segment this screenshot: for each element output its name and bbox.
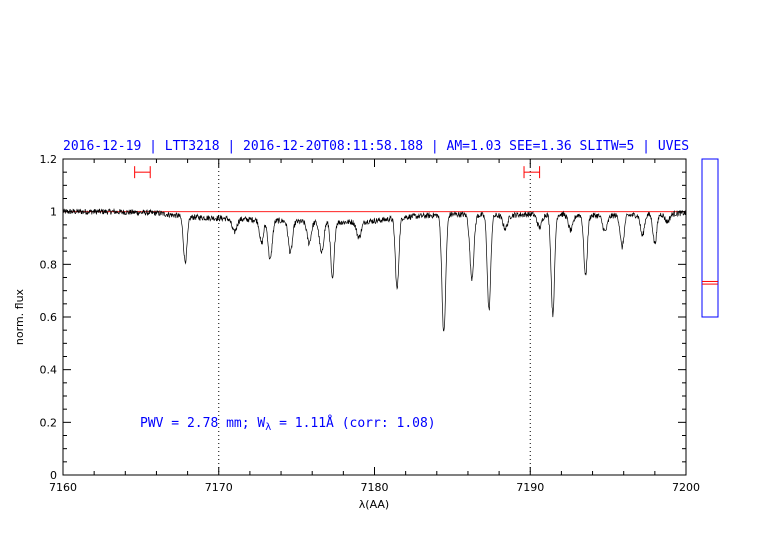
y-tick-label: 0.4 — [40, 364, 58, 377]
x-tick-label: 7200 — [672, 481, 700, 494]
pwv-annotation-suffix: = 1.11Å (corr: 1.08) — [271, 415, 435, 431]
x-axis: 7160 7170 7180 7190 7200 — [49, 159, 700, 494]
y-axis-label: norm. flux — [13, 288, 26, 345]
pwv-annotation-prefix: PWV = 2.78 mm; W — [140, 416, 265, 431]
window-marker — [134, 166, 151, 179]
y-tick-label: 0.2 — [40, 416, 58, 429]
window-marker — [523, 166, 541, 179]
x-tick-label: 7170 — [205, 481, 233, 494]
pwv-annotation-subscript: λ — [265, 422, 271, 433]
side-indicator-box — [701, 158, 719, 318]
side-indicator — [701, 158, 719, 318]
y-tick-label: 0.6 — [40, 311, 58, 324]
x-tick-label: 7190 — [516, 481, 544, 494]
chart-title: 2016-12-19 | LTT3218 | 2016-12-20T08:11:… — [63, 139, 689, 154]
spectrum-line — [62, 208, 687, 332]
spectrum-series — [62, 208, 687, 332]
y-axis: 0 0.2 0.4 0.6 0.8 1 1.2 — [40, 153, 686, 482]
y-tick-label: 0.8 — [40, 258, 58, 271]
y-tick-label: 1.2 — [40, 153, 58, 166]
x-axis-label: λ(AA) — [359, 498, 389, 511]
x-tick-label: 7160 — [49, 481, 77, 494]
y-tick-label: 1 — [50, 206, 57, 219]
x-tick-label: 7180 — [361, 481, 389, 494]
y-tick-label: 0 — [50, 469, 57, 482]
pwv-annotation: PWV = 2.78 mm; Wλ = 1.11Å (corr: 1.08) — [140, 415, 436, 433]
window-markers — [134, 166, 541, 179]
